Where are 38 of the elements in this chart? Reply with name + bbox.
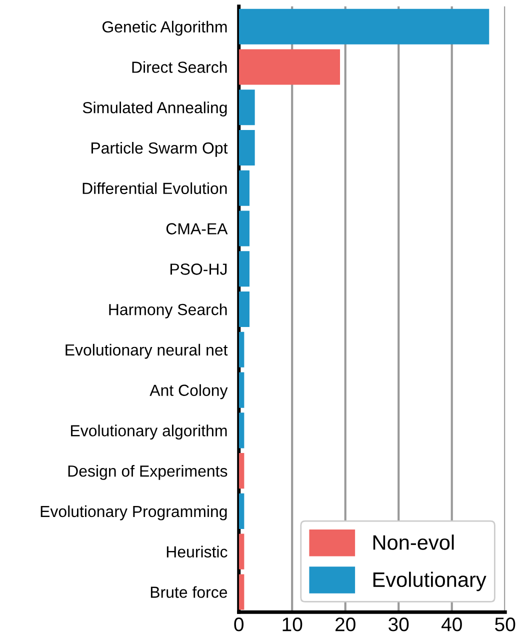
- bar: [238, 534, 244, 570]
- bar: [238, 372, 244, 408]
- x-tick-label: 0: [234, 618, 244, 632]
- legend-label: Non-evol: [373, 534, 454, 550]
- y-tick-label: Differential Evolution: [82, 182, 227, 194]
- x-tick-label: 40: [441, 618, 462, 632]
- y-tick-label: Ant Colony: [150, 384, 228, 400]
- y-tick-label: Evolutionary algorithm: [71, 424, 227, 440]
- bar: [238, 412, 244, 448]
- bar: [238, 49, 340, 85]
- y-tick-label: CMA-EA: [166, 223, 228, 234]
- bar: [238, 130, 255, 166]
- y-tick-label: Heuristic: [166, 546, 228, 558]
- x-tick-label: 50: [495, 618, 516, 632]
- y-tick-label: PSO-HJ: [170, 264, 227, 275]
- y-tick-label: Harmony Search: [109, 303, 227, 318]
- y-tick-label: Brute force: [150, 586, 228, 598]
- bar: [238, 292, 250, 328]
- y-tick-label: Evolutionary neural net: [66, 344, 228, 359]
- x-tick-label: 20: [336, 618, 356, 632]
- y-tick-label: Design of Experiments: [68, 465, 228, 480]
- y-tick-label: Evolutionary Programming: [40, 505, 227, 520]
- bar: [238, 90, 255, 126]
- bar: [238, 493, 244, 529]
- bar: [238, 210, 250, 246]
- y-tick-label: Simulated Annealing: [82, 102, 227, 116]
- bar: [238, 8, 490, 44]
- bar: [238, 251, 250, 287]
- bar: [238, 332, 244, 368]
- legend-label: Evolutionary: [373, 572, 486, 592]
- bar: [238, 453, 244, 489]
- y-tick-label: Particle Swarm Opt: [91, 142, 228, 157]
- y-tick-label: Direct Search: [132, 61, 227, 73]
- y-tick-label: Genetic Algorithm: [102, 20, 227, 36]
- x-tick-label: 10: [282, 618, 302, 632]
- bar: [238, 574, 244, 610]
- x-tick-label: 30: [388, 618, 409, 632]
- bar: [238, 170, 250, 206]
